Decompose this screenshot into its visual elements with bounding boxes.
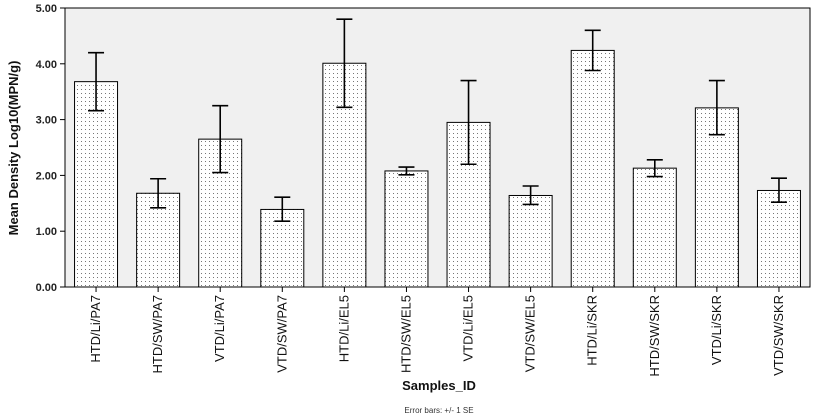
y-tick-label: 4.00 (36, 59, 57, 71)
error-bar (274, 196, 291, 222)
x-tick-label: VTD/Li/PA7 (212, 295, 227, 362)
y-tick-label: 0.00 (36, 282, 57, 294)
error-bar (646, 158, 663, 178)
bar (632, 167, 677, 288)
error-bar (460, 79, 477, 166)
x-tick-label: VTD/SW/EL5 (523, 295, 538, 372)
x-axis: HTD/Li/PA7 HTD/SW/PA7 VTD/Li/PA7 VTD/SW/PA7… (88, 287, 786, 377)
error-bar (584, 29, 601, 72)
y-axis-title: Mean Density Log10(MPN/g) (6, 61, 21, 236)
y-axis: 0.00 1.00 2.00 3.00 4.00 5.00 (36, 3, 65, 294)
x-tick-label: HTD/SW/EL5 (398, 295, 413, 373)
bar (384, 170, 429, 288)
x-tick-label: VTD/SW/SKR (771, 295, 786, 376)
x-tick-label: HTD/SW/SKR (647, 295, 662, 377)
error-bar (88, 51, 105, 112)
y-tick-label: 1.00 (36, 226, 57, 238)
error-bar (708, 79, 725, 136)
error-bar (336, 18, 353, 109)
bar (74, 81, 119, 288)
y-tick-label: 2.00 (36, 170, 57, 182)
error-bar-note: Error bars: +/- 1 SE (404, 406, 473, 415)
x-tick-label: HTD/Li/PA7 (88, 295, 103, 363)
bar (756, 189, 801, 288)
x-tick-label: HTD/Li/SKR (585, 295, 600, 366)
error-bar (150, 177, 167, 209)
error-bar (770, 177, 787, 203)
x-tick-label: VTD/SW/PA7 (274, 295, 289, 373)
x-tick-label: VTD/Li/EL5 (461, 295, 476, 361)
bar (508, 194, 553, 288)
x-tick-label: HTD/SW/PA7 (150, 295, 165, 374)
error-bar (398, 166, 415, 176)
y-tick-label: 5.00 (36, 3, 57, 15)
error-bar (522, 185, 539, 206)
bar (570, 49, 615, 288)
error-bar (212, 104, 229, 174)
bars-group (74, 18, 801, 288)
plot-area (64, 7, 811, 288)
y-tick-label: 3.00 (36, 115, 57, 127)
x-axis-title: Samples_ID (402, 378, 476, 393)
x-tick-label: VTD/Li/SKR (709, 295, 724, 365)
x-tick-label: HTD/Li/EL5 (336, 295, 351, 362)
